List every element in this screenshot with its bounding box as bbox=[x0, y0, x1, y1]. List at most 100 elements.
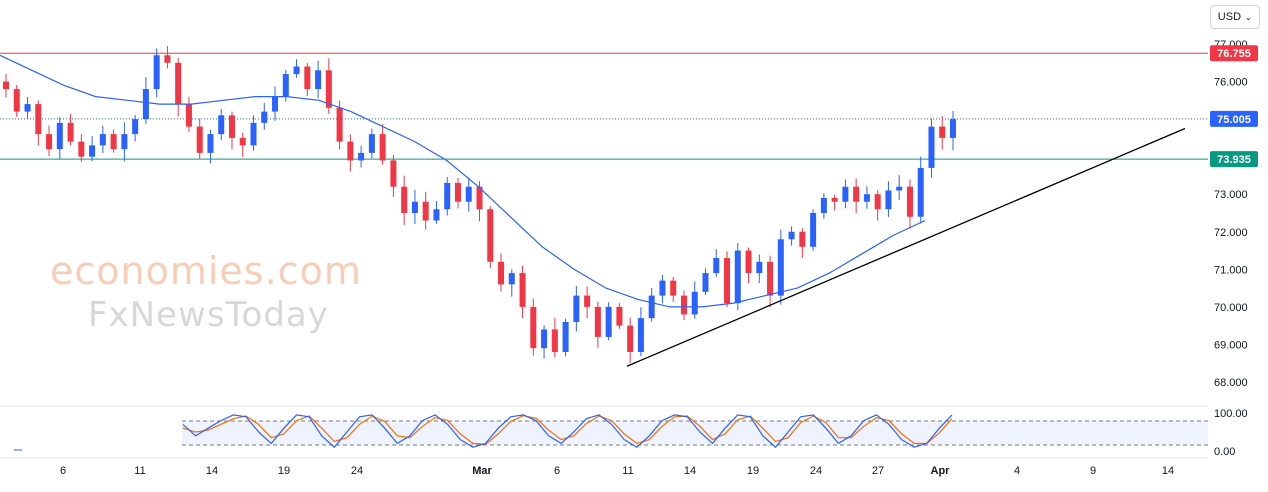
stochastic-tick-label: 0.00 bbox=[1214, 446, 1235, 458]
time-tick-label: 19 bbox=[278, 465, 290, 477]
candle-body bbox=[25, 104, 31, 112]
candle-body bbox=[455, 183, 461, 202]
candle-body bbox=[681, 296, 687, 315]
candle-body bbox=[89, 145, 95, 156]
candle-body bbox=[272, 97, 278, 112]
candle-body bbox=[853, 187, 859, 202]
candle-body bbox=[756, 262, 762, 273]
price-label-text: 76.755 bbox=[1217, 48, 1251, 60]
price-tick-label: 76.000 bbox=[1214, 77, 1248, 89]
time-tick-label: 14 bbox=[206, 465, 218, 477]
candle-body bbox=[57, 123, 63, 149]
time-tick-label: 24 bbox=[351, 465, 363, 477]
candle-body bbox=[724, 258, 730, 303]
candle-body bbox=[240, 138, 246, 146]
candle-body bbox=[498, 262, 504, 285]
candle-body bbox=[283, 74, 289, 97]
candle-body bbox=[552, 329, 558, 352]
time-tick-label: 14 bbox=[1162, 465, 1174, 477]
candle-body bbox=[401, 187, 407, 213]
candle-body bbox=[380, 134, 386, 160]
candle-body bbox=[164, 55, 170, 63]
candle-body bbox=[595, 307, 601, 337]
candle-body bbox=[842, 187, 848, 202]
price-label-text: 75.005 bbox=[1217, 114, 1251, 126]
candle-body bbox=[466, 187, 472, 202]
candle-body bbox=[347, 142, 353, 161]
candle-body bbox=[412, 202, 418, 213]
candle-body bbox=[616, 307, 622, 326]
candle-body bbox=[702, 273, 708, 292]
price-tick-label: 71.000 bbox=[1214, 264, 1248, 276]
price-tick-label: 72.000 bbox=[1214, 227, 1248, 239]
candle-body bbox=[175, 63, 181, 104]
candle-body bbox=[939, 127, 945, 138]
candle-body bbox=[885, 190, 891, 209]
price-axis[interactable]: 77.00076.00075.00074.00073.00072.00071.0… bbox=[1214, 39, 1248, 389]
candle-body bbox=[358, 153, 364, 161]
candle-body bbox=[713, 258, 719, 273]
candle-body bbox=[251, 123, 257, 146]
time-tick-label: 6 bbox=[554, 465, 560, 477]
candle-body bbox=[746, 251, 752, 274]
trendline[interactable] bbox=[627, 129, 1185, 367]
candle-body bbox=[606, 307, 612, 337]
time-tick-label: 19 bbox=[747, 465, 759, 477]
price-tick-label: 73.000 bbox=[1214, 189, 1248, 201]
candle-body bbox=[186, 104, 192, 127]
candle-body bbox=[896, 187, 902, 191]
candle-body bbox=[810, 213, 816, 247]
candle-body bbox=[563, 322, 569, 352]
currency-label: USD bbox=[1218, 11, 1241, 23]
candle-body bbox=[799, 232, 805, 247]
candle-body bbox=[487, 209, 493, 262]
candle-body bbox=[261, 112, 267, 123]
candle-body bbox=[207, 134, 213, 153]
price-tick-label: 68.000 bbox=[1214, 377, 1248, 389]
candle-body bbox=[918, 168, 924, 217]
time-tick-label: 27 bbox=[872, 465, 884, 477]
candle-body bbox=[670, 281, 676, 296]
time-tick-label: 9 bbox=[1090, 465, 1096, 477]
time-tick-label: 6 bbox=[60, 465, 66, 477]
price-tick-label: 69.000 bbox=[1214, 339, 1248, 351]
candle-body bbox=[154, 55, 160, 89]
candle-body bbox=[821, 198, 827, 213]
time-tick-label: 14 bbox=[684, 465, 696, 477]
time-axis[interactable]: 6 11 14 19 24 Mar 6 11 14 19 24 27 Apr 4 9 14 bbox=[60, 465, 1174, 477]
price-pane bbox=[0, 46, 1208, 406]
stochastic-pane bbox=[14, 415, 1208, 450]
candle-body bbox=[907, 187, 913, 217]
candle-body bbox=[509, 273, 515, 284]
candle-body bbox=[627, 326, 633, 352]
time-tick-label: 11 bbox=[622, 465, 633, 477]
candle-body bbox=[778, 239, 784, 295]
chevron-down-icon: ⌄ bbox=[1245, 12, 1253, 23]
candle-body bbox=[35, 104, 41, 134]
stochastic-tick-label: 100.00 bbox=[1214, 408, 1248, 420]
candle-body bbox=[68, 123, 74, 142]
watermark: economies.com FxNewsToday bbox=[50, 249, 362, 335]
candle-body bbox=[294, 67, 300, 75]
candle-body bbox=[78, 142, 84, 157]
candle-body bbox=[433, 209, 439, 220]
price-tick-label: 70.000 bbox=[1214, 302, 1248, 314]
candle-body bbox=[369, 134, 375, 153]
candle-body bbox=[864, 194, 870, 202]
candle-body bbox=[444, 183, 450, 209]
currency-button[interactable]: USD ⌄ bbox=[1210, 5, 1260, 29]
candle-body bbox=[520, 273, 526, 307]
candle-body bbox=[541, 329, 547, 348]
candle-body bbox=[735, 251, 741, 304]
candle-body bbox=[584, 296, 590, 307]
candle-body bbox=[218, 115, 224, 134]
candle-body bbox=[390, 160, 396, 186]
candle-body bbox=[326, 70, 332, 108]
candle-body bbox=[197, 127, 203, 153]
candle-body bbox=[337, 108, 343, 142]
time-tick-label: 4 bbox=[1014, 465, 1020, 477]
stochastic-axis[interactable]: 100.00 0.00 bbox=[1214, 408, 1248, 458]
candle-body bbox=[692, 292, 698, 315]
candle-body bbox=[530, 307, 536, 348]
